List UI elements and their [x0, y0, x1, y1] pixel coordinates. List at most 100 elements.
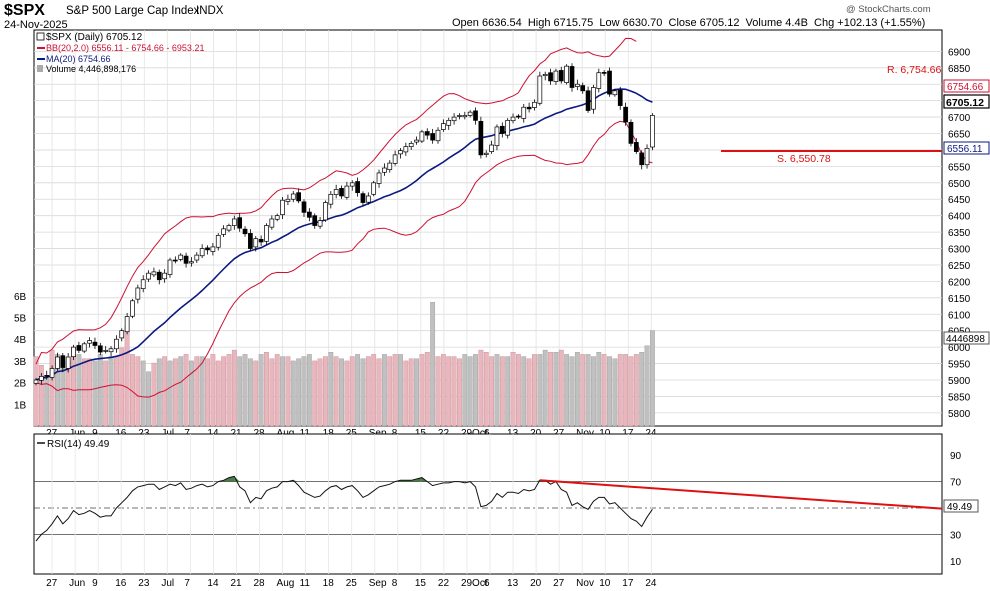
volume-bar — [253, 360, 259, 427]
volume-bar — [33, 356, 39, 427]
x-tick-label: 14 — [207, 578, 219, 589]
candle-body — [178, 254, 184, 260]
candle-body — [253, 238, 259, 248]
candle-body — [237, 217, 243, 229]
volume-bar — [365, 356, 371, 427]
volume-bar — [424, 352, 430, 427]
candle-body — [564, 65, 569, 83]
volume-bar — [516, 354, 521, 427]
candle-body — [365, 195, 371, 203]
candle-body — [312, 215, 318, 226]
candle-body — [76, 345, 82, 351]
resistance-label: R. 6,754.66 — [887, 64, 941, 76]
candle-body — [317, 220, 323, 227]
volume-bar — [430, 302, 436, 427]
candle-body — [189, 261, 194, 264]
upper-band-tag-text: 6754.66 — [947, 82, 984, 93]
candle-body — [92, 341, 98, 346]
legend-candle-icon — [36, 32, 45, 41]
rsi-overbought-fill — [234, 476, 240, 482]
price-tags: 6754.66 6705.12 6556.11 4446898 — [943, 79, 990, 345]
volume-bar — [285, 356, 291, 427]
rsi-tick-label: 10 — [950, 557, 962, 568]
exchange-label: INDX — [196, 5, 224, 17]
price-tick-label: 6900 — [948, 47, 971, 58]
price-tick-label: 5900 — [948, 376, 971, 387]
candle-body — [382, 167, 387, 173]
price-tick-label: 6100 — [948, 310, 971, 321]
bollinger-bands — [35, 37, 653, 398]
volume-bar — [215, 360, 221, 427]
candle-body — [542, 74, 548, 77]
rsi-series — [35, 475, 943, 542]
volume-bar — [371, 354, 377, 427]
volume-bar — [38, 365, 44, 427]
candle-body — [231, 218, 237, 226]
candle-body — [108, 348, 114, 353]
x-tick-label: 27 — [553, 578, 565, 589]
volume-bar — [564, 354, 570, 427]
x-tick-label: 20 — [530, 578, 542, 589]
symbol: $SPX — [4, 2, 45, 19]
candle-body — [403, 146, 409, 153]
rsi-tag-box — [943, 499, 979, 513]
x-tick-label: Aug — [277, 578, 295, 589]
security-name: S&P 500 Large Cap Index — [66, 5, 200, 17]
candle-body — [623, 106, 628, 123]
candle-body — [628, 121, 634, 144]
volume-bar — [494, 354, 500, 427]
volume-bar — [135, 356, 141, 427]
candle-body — [183, 255, 189, 264]
volume-bar — [119, 347, 125, 427]
volume-bar — [532, 354, 537, 427]
x-tick-label: 16 — [115, 578, 127, 589]
volume-bar — [623, 354, 629, 427]
price-tick-label: 6300 — [948, 245, 971, 256]
candle-body — [607, 70, 612, 95]
candle-body — [424, 131, 430, 136]
candle-body — [301, 201, 307, 213]
x-tick-label: 17 — [622, 578, 634, 589]
candle-body — [33, 379, 39, 384]
volume-bar — [628, 356, 634, 427]
candle-body — [441, 123, 446, 130]
bollinger-lower — [35, 120, 653, 398]
volume-bar — [644, 345, 650, 427]
volume-bar — [446, 356, 452, 427]
volume-bar — [435, 356, 441, 427]
volume-bar — [242, 354, 248, 427]
volume-bar — [419, 354, 425, 427]
candle-body — [296, 192, 301, 202]
candle-body — [146, 272, 151, 280]
volume-bar — [344, 360, 350, 427]
volume-bar — [167, 360, 173, 427]
candle-body — [215, 235, 221, 248]
volume-bar — [97, 354, 103, 427]
candle-body — [387, 162, 393, 171]
volume-bars — [33, 302, 655, 427]
candle-body — [360, 193, 366, 203]
volume-bar — [113, 356, 119, 427]
x-tick-label: 29Oct — [461, 578, 488, 589]
candle-body — [333, 189, 339, 195]
rsi-overbought-fill — [534, 480, 540, 482]
rsi-x-axis: 27 Jun 9 16 23 Jul 7 14 21 28 Aug 11 18 25 Sep 8 15 22 29O… — [46, 578, 657, 589]
volume-bar — [103, 360, 109, 427]
candle-body — [274, 215, 280, 220]
volume-bar — [258, 354, 264, 427]
candle-body — [398, 150, 403, 155]
price-tick-label: 6450 — [948, 195, 971, 206]
candle-body — [553, 70, 559, 82]
volume-bar — [92, 360, 98, 427]
volume-bar — [510, 352, 516, 427]
bollinger-upper — [35, 37, 637, 365]
volume-bar — [194, 356, 200, 427]
lower-band-tag-text: 6556.11 — [947, 144, 983, 155]
candle-body — [580, 85, 586, 92]
volume-bar — [585, 354, 591, 427]
volume-tag-text: 4446898 — [946, 334, 985, 345]
volume-bar — [280, 356, 285, 427]
volume-bar — [558, 349, 564, 427]
watermark: @ StockCharts.com — [846, 4, 931, 15]
candle-body — [650, 115, 655, 148]
